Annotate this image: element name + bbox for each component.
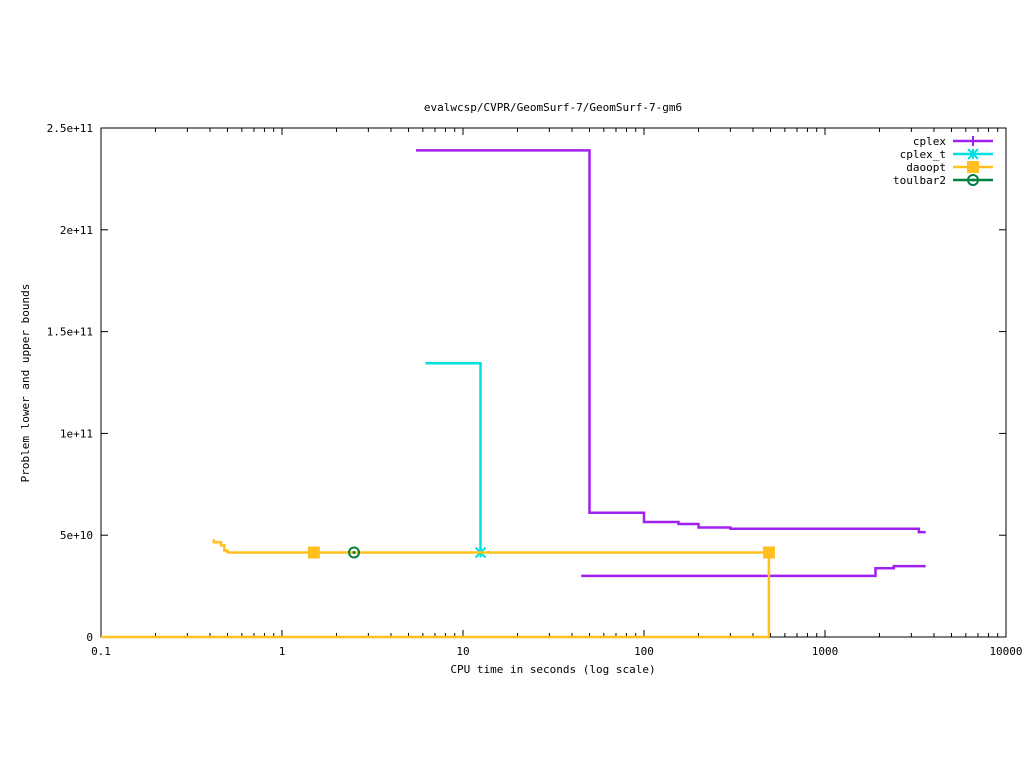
series-cplex-t <box>425 361 487 559</box>
series-upper-bound-line <box>425 361 482 553</box>
plot-frame <box>100 127 1007 638</box>
legend-label: cplex <box>913 135 946 148</box>
y-tick-label: 1.5e+11 <box>47 326 93 339</box>
x-tick-label: 100 <box>634 645 654 658</box>
series-upper-bound-line <box>212 539 771 637</box>
series-point-marker <box>348 546 361 559</box>
legend-label: toulbar2 <box>893 174 946 187</box>
y-tick-label: 2.5e+11 <box>47 122 93 135</box>
plot-area-border <box>100 127 1007 638</box>
x-tick-label: 1000 <box>812 645 839 658</box>
legend-marker <box>967 174 979 186</box>
legend-marker <box>967 148 979 160</box>
legend-marker <box>967 161 979 173</box>
series-toulbar2 <box>348 546 361 559</box>
legend-label: cplex_t <box>900 148 946 161</box>
y-tick-label: 2e+11 <box>60 224 93 237</box>
x-tick-label: 1 <box>279 645 286 658</box>
series-cplex <box>416 149 926 578</box>
series-daoopt <box>101 539 775 639</box>
chart-title: evalwcsp/CVPR/GeomSurf-7/GeomSurf-7-gm6 <box>424 101 682 114</box>
legend-marker-dot <box>971 178 975 182</box>
y-tick-label: 1e+11 <box>60 427 93 440</box>
y-axis-label: Problem lower and upper bounds <box>19 284 32 483</box>
legend-label: daoopt <box>906 161 946 174</box>
x-tick-label: 10000 <box>989 645 1022 658</box>
series-point-marker-dot <box>352 551 356 555</box>
series-layer <box>101 149 926 639</box>
x-tick-label: 10 <box>456 645 469 658</box>
y-tick-label: 5e+10 <box>60 529 93 542</box>
y-tick-label: 0 <box>86 631 93 644</box>
series-upper-bound-line <box>416 149 926 534</box>
x-axis-label: CPU time in seconds (log scale) <box>450 663 655 676</box>
x-tick-label: 0.1 <box>91 645 111 658</box>
legend-marker <box>968 136 978 146</box>
series-point-marker <box>762 546 775 559</box>
series-lower-bound-line <box>581 564 926 578</box>
axis-ticks: 0.1 1 10 100 1000 10000 0 5e+10 1e+11 1.5e+11 2e+1… <box>47 122 1023 658</box>
series-point-marker <box>307 546 320 559</box>
